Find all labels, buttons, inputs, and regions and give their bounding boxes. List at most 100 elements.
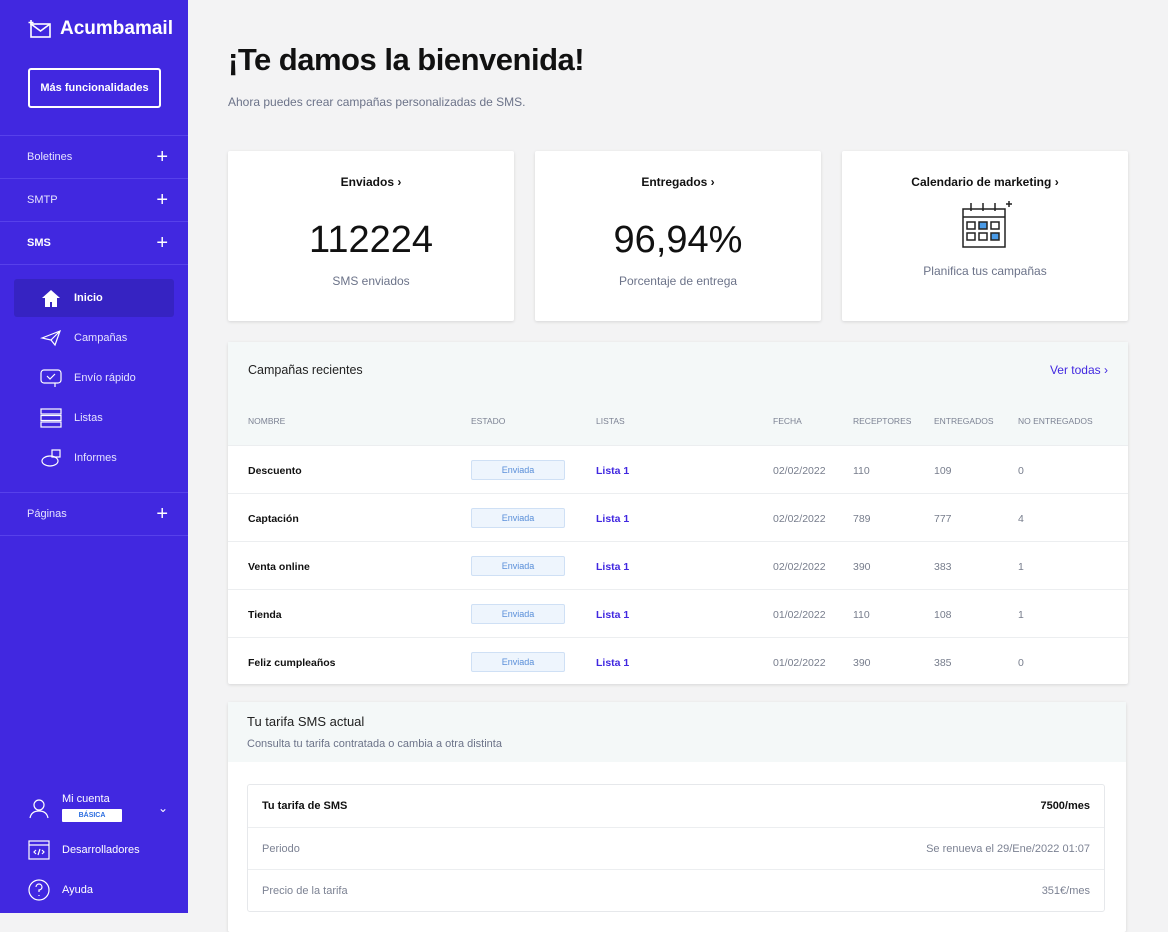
campaign-name: Feliz cumpleaños xyxy=(248,657,336,669)
account-menu[interactable]: Mi cuenta BÁSICA ⌄ xyxy=(28,793,168,822)
help-icon xyxy=(28,879,50,901)
row-value: 7500/mes xyxy=(1040,800,1090,812)
sidebar-item-listas[interactable]: Listas xyxy=(14,399,174,437)
recipients: 390 xyxy=(853,561,871,573)
chevron-right-icon: › xyxy=(1054,175,1059,189)
chat-check-icon xyxy=(40,369,62,387)
not-delivered: 0 xyxy=(1018,657,1024,669)
recipients: 110 xyxy=(853,465,870,477)
tariff-row: Tu tarifa de SMS 7500/mes xyxy=(248,785,1104,827)
stat-card-enviados[interactable]: Enviados › 112224 SMS enviados xyxy=(228,151,514,321)
code-icon xyxy=(28,840,50,860)
table-row[interactable]: Venta online Enviada Lista 1 02/02/2022 390 3… xyxy=(228,541,1128,589)
list-icon xyxy=(40,408,62,428)
calendar-icon xyxy=(962,201,1012,248)
plus-icon: + xyxy=(156,145,168,168)
table-row[interactable]: Captación Enviada Lista 1 02/02/2022 789 777 4 xyxy=(228,493,1128,541)
page-title: ¡Te damos la bienvenida! xyxy=(228,42,585,77)
card-title: Entregados xyxy=(641,175,708,189)
tariff-row: Periodo Se renueva el 29/Ene/2022 01:07 xyxy=(248,827,1104,869)
status-badge: Enviada xyxy=(471,604,565,624)
list-link[interactable]: Lista 1 xyxy=(596,657,630,669)
more-features-button[interactable]: Más funcionalidades xyxy=(28,68,161,108)
row-label: Tu tarifa de SMS xyxy=(262,800,348,812)
sidebar-item-envio-rapido[interactable]: Envío rápido xyxy=(14,359,174,397)
sidebar-section-sms[interactable]: SMS + xyxy=(0,221,188,264)
table-row[interactable]: Descuento Enviada Lista 1 02/02/2022 110 109 0 xyxy=(228,445,1128,493)
card-title: Calendario de marketing xyxy=(911,175,1052,189)
sidebar-item-inicio[interactable]: Inicio xyxy=(14,279,174,317)
sidebar-section-smtp[interactable]: SMTP + xyxy=(0,178,188,221)
sidebar-developers[interactable]: Desarrolladores xyxy=(28,840,140,860)
campaign-name: Venta online xyxy=(248,561,310,573)
developers-label: Desarrolladores xyxy=(62,844,140,856)
user-icon xyxy=(29,798,49,818)
row-value: Se renueva el 29/Ene/2022 01:07 xyxy=(926,842,1090,855)
status-badge: Enviada xyxy=(471,508,565,528)
delivered: 777 xyxy=(934,513,952,525)
chevron-down-icon[interactable]: ⌄ xyxy=(157,800,168,815)
tariff-details: Tu tarifa de SMS 7500/mes Periodo Se renue… xyxy=(247,784,1105,912)
card-label: Planifica tus campañas xyxy=(923,264,1047,278)
status-badge: Enviada xyxy=(471,652,565,672)
brand-name: Acumbamail xyxy=(60,18,173,39)
list-link[interactable]: Lista 1 xyxy=(596,465,630,477)
stat-label: SMS enviados xyxy=(332,274,410,288)
campaign-name: Tienda xyxy=(248,609,282,621)
recent-campaigns-table: Campañas recientes Ver todas › NOMBRE ES… xyxy=(228,342,1128,684)
delivered: 108 xyxy=(934,609,952,621)
column-header: ENTREGADOS xyxy=(934,416,994,426)
table-row[interactable]: Tienda Enviada Lista 1 01/02/2022 110 108 1 xyxy=(228,589,1128,637)
status-badge: Enviada xyxy=(471,460,565,480)
sidebar-help[interactable]: Ayuda xyxy=(28,879,93,901)
section-title: Campañas recientes xyxy=(248,363,363,377)
tariff-row: Precio de la tarifa 351€/mes xyxy=(248,869,1104,911)
not-delivered: 1 xyxy=(1018,561,1024,573)
home-icon xyxy=(42,290,60,307)
column-header: NOMBRE xyxy=(248,416,286,426)
marketing-calendar-card[interactable]: Calendario de marketing › Planifica tus … xyxy=(842,151,1128,321)
campaign-name: Descuento xyxy=(248,465,302,477)
item-label: Informes xyxy=(74,452,117,464)
list-link[interactable]: Lista 1 xyxy=(596,561,630,573)
section-label: Boletines xyxy=(27,151,73,163)
delivered: 109 xyxy=(934,465,952,477)
column-header: ESTADO xyxy=(471,416,506,426)
column-header: NO ENTREGADOS xyxy=(1018,416,1093,426)
help-label: Ayuda xyxy=(62,884,93,896)
stat-card-entregados[interactable]: Entregados › 96,94% Porcentaje de entreg… xyxy=(535,151,821,321)
item-label: Inicio xyxy=(74,292,103,304)
logo[interactable]: Acumbamail xyxy=(28,18,173,40)
item-label: Envío rápido xyxy=(74,372,136,384)
column-header: LISTAS xyxy=(596,416,625,426)
sidebar-item-campanas[interactable]: Campañas xyxy=(14,319,174,357)
account-label: Mi cuenta xyxy=(62,793,110,805)
plan-badge: BÁSICA xyxy=(62,809,122,822)
stat-label: Porcentaje de entrega xyxy=(618,274,738,288)
column-header: FECHA xyxy=(773,416,802,426)
sidebar-section-paginas[interactable]: Páginas + xyxy=(0,492,188,535)
status-badge: Enviada xyxy=(471,556,565,576)
sidebar-section-boletines[interactable]: Boletines + xyxy=(0,135,188,178)
section-title: Tu tarifa SMS actual xyxy=(247,714,365,729)
column-header: RECEPTORES xyxy=(853,416,912,426)
table-row[interactable]: Feliz cumpleaños Enviada Lista 1 01/02/2022… xyxy=(228,637,1128,685)
page-subtitle: Ahora puedes crear campañas personalizad… xyxy=(228,95,526,109)
row-label: Periodo xyxy=(262,842,300,855)
plus-icon: + xyxy=(156,188,168,211)
date: 01/02/2022 xyxy=(773,609,826,621)
sidebar: Acumbamail Más funcionalidades Boletines… xyxy=(0,0,188,913)
date: 01/02/2022 xyxy=(773,657,826,669)
item-label: Campañas xyxy=(74,332,128,344)
section-label: Páginas xyxy=(27,508,67,520)
list-link[interactable]: Lista 1 xyxy=(596,609,630,621)
row-label: Precio de la tarifa xyxy=(262,884,348,897)
recipients: 390 xyxy=(853,657,871,669)
section-label: SMTP xyxy=(27,194,58,206)
view-all-link[interactable]: Ver todas › xyxy=(1049,363,1108,377)
divider xyxy=(0,535,188,536)
sidebar-item-informes[interactable]: Informes xyxy=(14,439,174,477)
section-label: SMS xyxy=(27,237,51,249)
list-link[interactable]: Lista 1 xyxy=(596,513,630,525)
stat-value: 96,94% xyxy=(613,219,743,261)
